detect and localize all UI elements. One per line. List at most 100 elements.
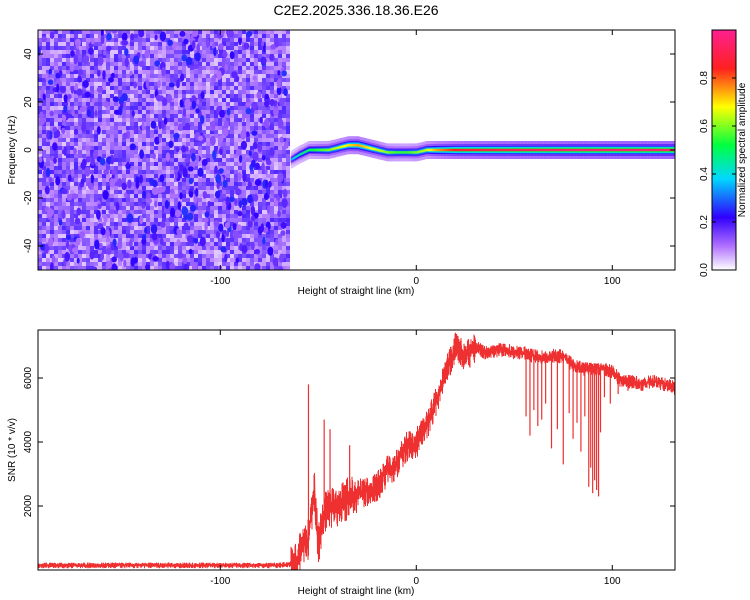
noise-cell xyxy=(82,230,86,234)
noise-cell xyxy=(258,86,262,90)
noise-cell xyxy=(102,126,106,130)
noise-cell xyxy=(50,138,54,142)
noise-cell xyxy=(266,190,270,194)
noise-cell xyxy=(238,234,242,238)
noise-cell xyxy=(102,182,106,186)
noise-cell xyxy=(158,74,162,78)
noise-cell xyxy=(226,258,230,262)
noise-cell xyxy=(42,46,46,50)
noise-cell xyxy=(102,42,106,46)
noise-cell xyxy=(278,130,282,134)
noise-cell xyxy=(90,30,94,34)
noise-cell xyxy=(218,158,222,162)
noise-cell xyxy=(178,46,182,50)
noise-cell xyxy=(262,250,266,254)
noise-cell xyxy=(118,194,122,198)
noise-cell xyxy=(270,62,274,66)
noise-blob xyxy=(186,235,194,243)
noise-cell xyxy=(258,154,262,158)
noise-cell xyxy=(250,202,254,206)
noise-cell xyxy=(86,262,90,266)
noise-cell xyxy=(114,162,118,166)
noise-blob xyxy=(274,199,279,207)
noise-blob xyxy=(59,85,66,94)
noise-cell xyxy=(198,58,202,62)
noise-cell xyxy=(230,258,234,262)
noise-blob xyxy=(158,136,162,143)
noise-cell xyxy=(186,206,190,210)
noise-cell xyxy=(202,50,206,54)
noise-cell xyxy=(70,74,74,78)
noise-cell xyxy=(106,146,110,150)
noise-cell xyxy=(262,202,266,206)
noise-blob xyxy=(281,70,287,77)
noise-cell xyxy=(102,202,106,206)
noise-blob xyxy=(97,56,104,66)
noise-cell xyxy=(62,58,66,62)
noise-cell xyxy=(74,214,78,218)
noise-cell xyxy=(178,266,182,270)
noise-cell xyxy=(210,234,214,238)
noise-cell xyxy=(174,74,178,78)
noise-cell xyxy=(162,238,166,242)
noise-cell xyxy=(202,234,206,238)
noise-cell xyxy=(118,186,122,190)
noise-cell xyxy=(150,98,154,102)
noise-cell xyxy=(126,210,130,214)
noise-cell xyxy=(222,194,226,198)
noise-cell xyxy=(110,138,114,142)
noise-cell xyxy=(170,162,174,166)
noise-cell xyxy=(210,226,214,230)
noise-cell xyxy=(142,38,146,42)
noise-cell xyxy=(166,106,170,110)
noise-blob xyxy=(106,261,112,269)
noise-blob xyxy=(181,206,189,216)
noise-cell xyxy=(46,138,50,142)
noise-blob xyxy=(133,126,138,135)
noise-blob xyxy=(220,246,227,253)
noise-cell xyxy=(130,118,134,122)
noise-cell xyxy=(282,134,286,138)
noise-cell xyxy=(166,130,170,134)
noise-cell xyxy=(118,46,122,50)
noise-blob xyxy=(85,156,91,163)
noise-cell xyxy=(258,82,262,86)
noise-cell xyxy=(62,102,66,106)
noise-cell xyxy=(162,130,166,134)
noise-cell xyxy=(114,210,118,214)
noise-cell xyxy=(166,102,170,106)
noise-cell xyxy=(258,98,262,102)
noise-cell xyxy=(114,230,118,234)
noise-cell xyxy=(202,98,206,102)
noise-cell xyxy=(270,66,274,70)
noise-cell xyxy=(202,186,206,190)
noise-cell xyxy=(54,114,58,118)
noise-cell xyxy=(134,190,138,194)
noise-cell xyxy=(190,62,194,66)
noise-blob xyxy=(117,240,123,250)
noise-cell xyxy=(142,54,146,58)
noise-cell xyxy=(126,230,130,234)
noise-cell xyxy=(114,130,118,134)
noise-cell xyxy=(42,158,46,162)
noise-cell xyxy=(218,210,222,214)
noise-cell xyxy=(102,58,106,62)
noise-cell xyxy=(174,70,178,74)
noise-cell xyxy=(46,46,50,50)
noise-cell xyxy=(258,246,262,250)
noise-cell xyxy=(122,74,126,78)
noise-cell xyxy=(158,246,162,250)
noise-blob xyxy=(191,152,196,162)
noise-cell xyxy=(142,34,146,38)
noise-cell xyxy=(90,90,94,94)
noise-cell xyxy=(70,98,74,102)
noise-cell xyxy=(178,90,182,94)
noise-cell xyxy=(178,158,182,162)
noise-cell xyxy=(102,142,106,146)
noise-cell xyxy=(142,46,146,50)
noise-cell xyxy=(262,78,266,82)
noise-cell xyxy=(50,118,54,122)
noise-cell xyxy=(82,94,86,98)
noise-blob xyxy=(204,211,210,218)
noise-cell xyxy=(54,214,58,218)
